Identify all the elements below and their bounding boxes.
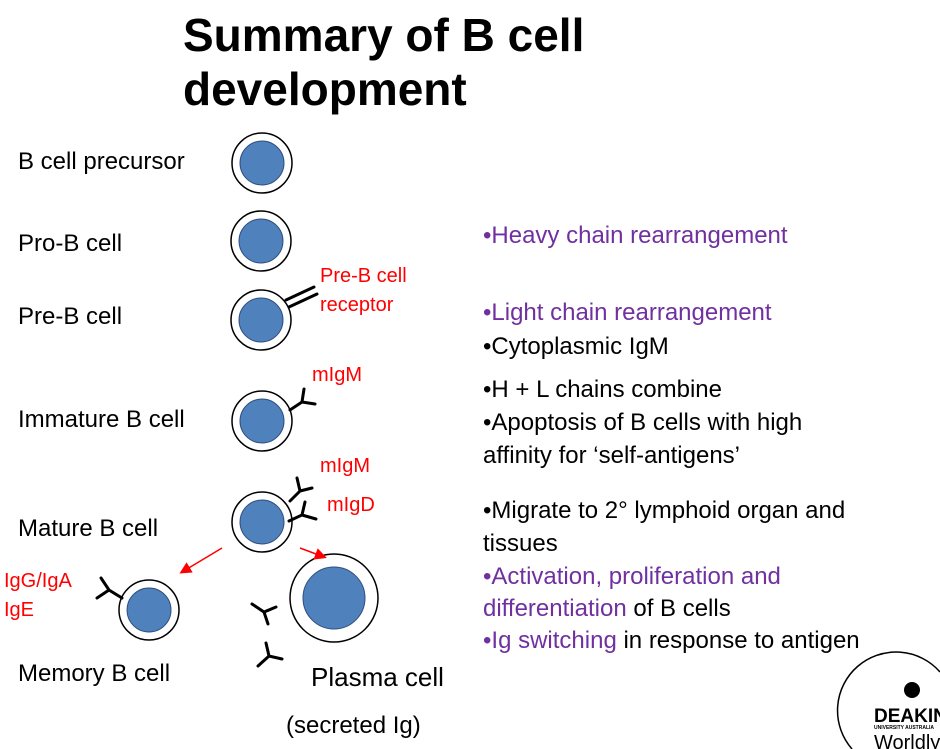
logo-crest (904, 682, 920, 698)
antibody (288, 387, 317, 412)
stage-label: Mature B cell (18, 515, 159, 542)
logo-tagline: Worldly (874, 732, 940, 749)
note-line: affinity for ‘self-antigens’ (483, 444, 740, 468)
note-text: •H + L chains combine (483, 376, 722, 403)
note-line: differentiation of B cells (483, 597, 731, 621)
annotation: IgG/IgA (4, 570, 72, 592)
note-text: •Heavy chain rearrangement (483, 222, 788, 249)
note-text: tissues (483, 530, 558, 557)
note-text: affinity for ‘self-antigens’ (483, 442, 741, 469)
nucleus (238, 218, 284, 264)
note-text: •Ig switching (483, 627, 617, 654)
arrow (179, 547, 223, 574)
nucleus (302, 566, 366, 630)
note-line: •Apoptosis of B cells with high (483, 411, 802, 435)
note-text: •Light chain rearrangement (483, 299, 772, 326)
annotation: Pre-B cell (320, 265, 407, 287)
nucleus (239, 140, 285, 186)
stage-label: Pro-B cell (18, 230, 123, 257)
note-line: •Ig switching in response to antigen (483, 629, 860, 653)
arrow (299, 547, 327, 560)
annotation: mIgD (327, 494, 375, 516)
annotation: mIgM (312, 364, 362, 386)
note-line: •Cytoplasmic IgM (483, 335, 669, 359)
nucleus (238, 297, 284, 343)
logo-outline (836, 651, 940, 749)
annotation: receptor (320, 294, 394, 316)
note-text: •Cytoplasmic IgM (483, 333, 669, 360)
note-line: •Light chain rearrangement (483, 301, 772, 325)
stage-label: Plasma cell (311, 662, 444, 692)
nucleus (239, 398, 285, 444)
nucleus (239, 499, 285, 545)
stage-label: B cell precursor (18, 148, 185, 175)
logo-sub: UNIVERSITY AUSTRALIA (874, 725, 935, 731)
stage-label: Immature B cell (18, 406, 185, 433)
title: Summary of B cell development (183, 9, 585, 115)
note-line: •H + L chains combine (483, 378, 722, 402)
secreted-antibody (250, 602, 278, 626)
note-text: of B cells (626, 595, 731, 622)
antibody (287, 500, 318, 523)
nucleus (126, 587, 172, 633)
logo-name: DEAKIN (874, 706, 940, 727)
note-text: in response to antigen (616, 627, 860, 654)
stage-label: Memory B cell (18, 660, 171, 687)
note-line: •Activation, proliferation and (483, 565, 781, 589)
note-text: differentiation (483, 595, 627, 622)
antibody (288, 476, 314, 503)
note-text: •Activation, proliferation and (483, 563, 781, 590)
secreted-antibody (256, 641, 284, 668)
plasma-note: (secreted Ig) (286, 712, 421, 739)
pre-b-receptor (284, 285, 319, 309)
annotation: mIgM (320, 455, 370, 477)
note-line: •Heavy chain rearrangement (483, 224, 788, 248)
note-text: •Apoptosis of B cells with high (483, 409, 803, 436)
note-line: tissues (483, 532, 558, 556)
note-line: •Migrate to 2° lymphoid organ and (483, 499, 845, 523)
annotation: IgE (4, 599, 35, 621)
note-text: •Migrate to 2° lymphoid organ and (483, 497, 846, 524)
stage-label: Pre-B cell (18, 303, 123, 330)
antibody (95, 576, 124, 600)
